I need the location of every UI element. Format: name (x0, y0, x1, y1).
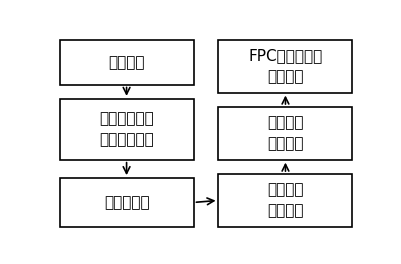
Bar (218, 107, 352, 160)
Bar (59, 40, 193, 84)
Text: 第一连接
电极制作: 第一连接 电极制作 (267, 182, 303, 218)
Text: 第二连接
电极制作: 第二连接 电极制作 (267, 115, 303, 151)
Bar (218, 174, 352, 227)
Bar (218, 40, 352, 93)
Bar (59, 178, 193, 227)
Text: 遥光膜制作: 遥光膜制作 (103, 195, 149, 210)
Text: FPC与第二连接
电极压合: FPC与第二连接 电极压合 (248, 48, 322, 84)
Bar (59, 99, 193, 160)
Text: 透明导电层和
导电电极制作: 透明导电层和 导电电极制作 (99, 111, 154, 147)
Text: 基板选取: 基板选取 (108, 55, 144, 70)
